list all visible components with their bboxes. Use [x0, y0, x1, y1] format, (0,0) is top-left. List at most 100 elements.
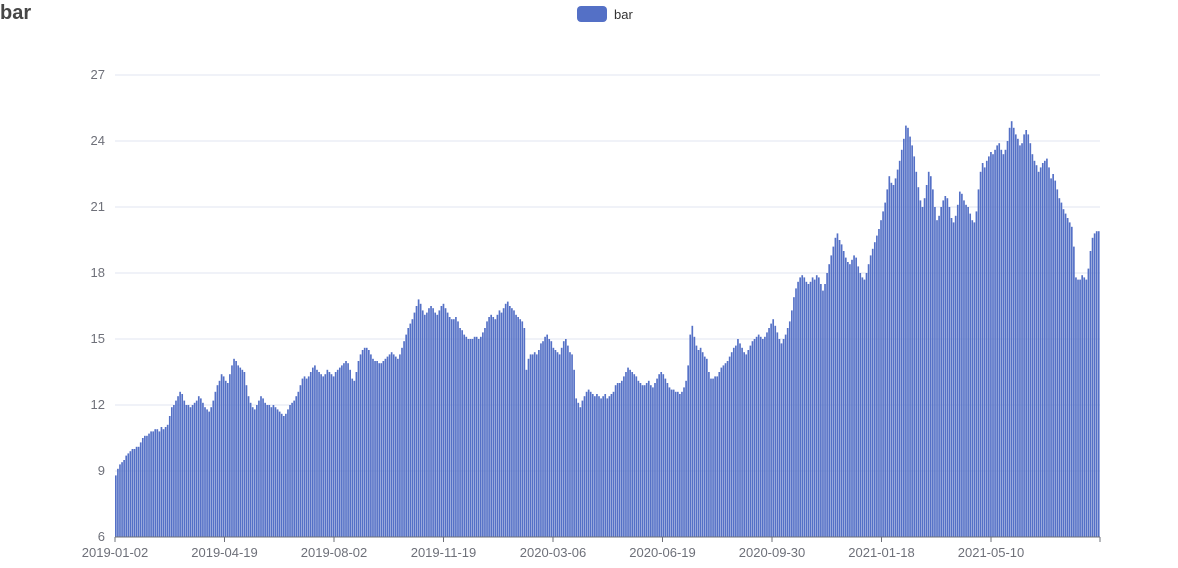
bar[interactable]	[152, 431, 154, 537]
bar[interactable]	[967, 207, 969, 537]
bar[interactable]	[264, 402, 266, 537]
bar[interactable]	[243, 372, 246, 537]
bar[interactable]	[268, 405, 271, 537]
bar[interactable]	[610, 394, 613, 537]
bar[interactable]	[1012, 127, 1015, 538]
bar[interactable]	[780, 343, 783, 537]
bar[interactable]	[388, 354, 391, 537]
bar[interactable]	[397, 358, 399, 537]
bar[interactable]	[260, 396, 262, 537]
bar[interactable]	[965, 204, 967, 538]
bar[interactable]	[851, 259, 853, 537]
bar[interactable]	[1062, 209, 1065, 537]
bar[interactable]	[521, 321, 524, 537]
bar[interactable]	[496, 314, 499, 537]
bar[interactable]	[334, 372, 337, 537]
bar[interactable]	[494, 319, 497, 537]
bar[interactable]	[981, 163, 984, 537]
bar[interactable]	[971, 220, 974, 537]
bar[interactable]	[1068, 222, 1071, 537]
bar[interactable]	[722, 365, 725, 537]
bar[interactable]	[598, 396, 600, 537]
bar[interactable]	[548, 339, 551, 537]
bar[interactable]	[913, 156, 916, 537]
bar[interactable]	[220, 374, 223, 537]
bar[interactable]	[139, 442, 142, 537]
bar[interactable]	[131, 449, 134, 537]
bar[interactable]	[853, 255, 855, 537]
bar[interactable]	[177, 396, 179, 537]
bar[interactable]	[706, 358, 708, 537]
bar[interactable]	[390, 352, 393, 537]
bar[interactable]	[218, 380, 221, 537]
bar[interactable]	[828, 264, 831, 537]
bar[interactable]	[697, 350, 700, 537]
bar[interactable]	[301, 378, 304, 537]
bar[interactable]	[863, 279, 866, 537]
bar[interactable]	[1097, 231, 1100, 537]
bar[interactable]	[666, 383, 669, 537]
bar[interactable]	[757, 334, 760, 537]
bar[interactable]	[699, 347, 702, 537]
bar[interactable]	[614, 385, 617, 537]
bar[interactable]	[461, 330, 463, 537]
bar[interactable]	[1004, 149, 1007, 538]
bar[interactable]	[876, 235, 878, 537]
bar[interactable]	[859, 273, 862, 537]
bar[interactable]	[977, 189, 980, 537]
bar[interactable]	[983, 167, 986, 537]
bar[interactable]	[969, 213, 972, 537]
bar[interactable]	[187, 405, 190, 537]
bar[interactable]	[1050, 178, 1052, 537]
bar[interactable]	[367, 350, 370, 537]
bar[interactable]	[830, 255, 833, 537]
bar[interactable]	[463, 334, 466, 537]
bar[interactable]	[591, 394, 594, 537]
bar[interactable]	[786, 328, 789, 537]
bar[interactable]	[1054, 180, 1057, 537]
bar[interactable]	[1041, 163, 1044, 537]
bar[interactable]	[778, 339, 781, 537]
bar[interactable]	[755, 336, 758, 537]
bar[interactable]	[206, 409, 208, 537]
bar[interactable]	[1021, 143, 1023, 537]
bar[interactable]	[303, 376, 306, 537]
bar[interactable]	[307, 376, 310, 537]
bar[interactable]	[515, 314, 517, 537]
bar[interactable]	[195, 400, 198, 537]
bar[interactable]	[809, 281, 812, 537]
bar[interactable]	[285, 413, 287, 537]
bar[interactable]	[318, 372, 320, 537]
bar[interactable]	[1002, 154, 1005, 537]
bar[interactable]	[380, 363, 383, 537]
bar[interactable]	[291, 402, 293, 537]
bar[interactable]	[384, 358, 387, 537]
bar[interactable]	[670, 389, 673, 537]
bar[interactable]	[579, 407, 582, 537]
bar[interactable]	[309, 372, 312, 537]
bar[interactable]	[127, 453, 130, 537]
bar[interactable]	[834, 237, 837, 538]
bar[interactable]	[293, 400, 296, 537]
bar[interactable]	[125, 455, 128, 537]
bar[interactable]	[712, 378, 714, 537]
bar[interactable]	[341, 365, 343, 537]
bar[interactable]	[564, 339, 567, 537]
bar[interactable]	[436, 314, 439, 537]
bar[interactable]	[419, 303, 422, 537]
bar[interactable]	[975, 211, 978, 537]
bar[interactable]	[633, 374, 636, 537]
bar[interactable]	[322, 376, 325, 537]
bar[interactable]	[1073, 246, 1075, 537]
bar[interactable]	[761, 339, 764, 537]
bar[interactable]	[900, 149, 903, 538]
bar[interactable]	[842, 251, 845, 537]
bar[interactable]	[664, 378, 667, 537]
bar[interactable]	[465, 336, 468, 537]
bar[interactable]	[807, 284, 810, 537]
bar[interactable]	[797, 281, 799, 537]
bar[interactable]	[129, 451, 132, 537]
bar[interactable]	[160, 427, 163, 537]
bar[interactable]	[191, 405, 194, 537]
bar[interactable]	[878, 229, 880, 537]
